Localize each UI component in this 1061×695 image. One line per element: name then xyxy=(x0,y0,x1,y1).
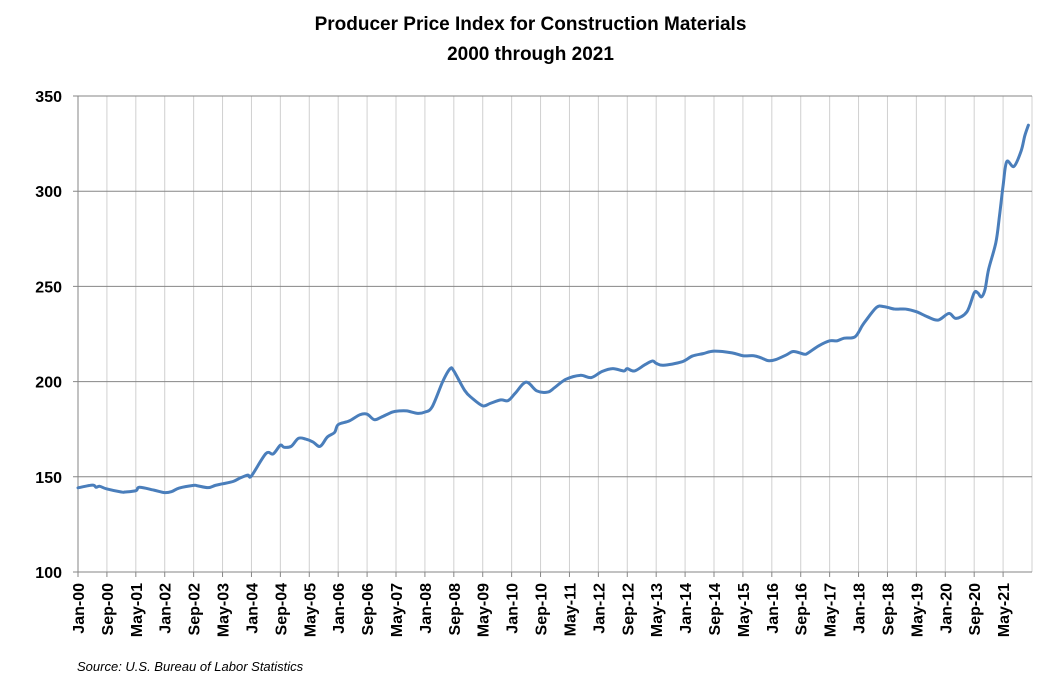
x-tick-label: May-15 xyxy=(736,583,753,637)
chart-subtitle: 2000 through 2021 xyxy=(447,44,614,65)
x-tick-label: Sep-10 xyxy=(534,583,551,636)
x-tick-label: Jan-08 xyxy=(418,583,435,634)
y-tick-label: 350 xyxy=(35,89,62,106)
x-tick-label: May-05 xyxy=(302,583,319,637)
x-tick-label: May-17 xyxy=(823,583,840,637)
x-tick-label: Jan-12 xyxy=(591,583,608,634)
ppi-series-line xyxy=(76,123,1030,495)
chart-title: Producer Price Index for Construction Ma… xyxy=(314,14,747,35)
x-tick-label: Jan-02 xyxy=(158,583,175,634)
x-tick-label: Sep-00 xyxy=(100,583,117,636)
x-tick-label: Jan-14 xyxy=(678,583,695,634)
x-tick-label: Sep-16 xyxy=(794,583,811,636)
x-tick-label: May-03 xyxy=(216,583,233,637)
x-tick-label: May-21 xyxy=(996,583,1013,637)
x-tick-label: Sep-02 xyxy=(187,583,204,636)
x-tick-label: Sep-06 xyxy=(360,583,377,636)
x-tick-label: May-09 xyxy=(476,583,493,637)
y-tick-label: 250 xyxy=(35,279,62,296)
y-tick-label: 100 xyxy=(35,565,62,582)
x-tick-label: Jan-04 xyxy=(244,583,261,634)
y-tick-label: 150 xyxy=(35,470,62,487)
x-tick-label: May-11 xyxy=(562,583,579,636)
x-tick-label: Jan-10 xyxy=(505,583,522,634)
x-tick-label: Jan-20 xyxy=(938,583,955,634)
x-tick-label: Jan-06 xyxy=(331,583,348,634)
x-tick-label: Sep-12 xyxy=(620,583,637,636)
x-tick-label: Sep-14 xyxy=(707,583,724,636)
x-tick-label: Jan-00 xyxy=(71,583,88,634)
y-tick-label: 300 xyxy=(35,184,62,201)
x-tick-label: Sep-18 xyxy=(880,583,897,636)
x-tick-label: Sep-20 xyxy=(967,583,984,636)
x-tick-label: May-19 xyxy=(909,583,926,637)
x-tick-label: Sep-04 xyxy=(273,583,290,636)
x-tick-label: Sep-08 xyxy=(447,583,464,636)
y-tick-label: 200 xyxy=(35,375,62,392)
x-tick-label: May-01 xyxy=(129,583,146,637)
x-tick-label: May-13 xyxy=(649,583,666,637)
source-note: Source: U.S. Bureau of Labor Statistics xyxy=(77,659,304,674)
x-tick-label: Jan-18 xyxy=(852,583,869,634)
x-tick-label: May-07 xyxy=(389,583,406,637)
x-tick-label: Jan-16 xyxy=(765,583,782,634)
